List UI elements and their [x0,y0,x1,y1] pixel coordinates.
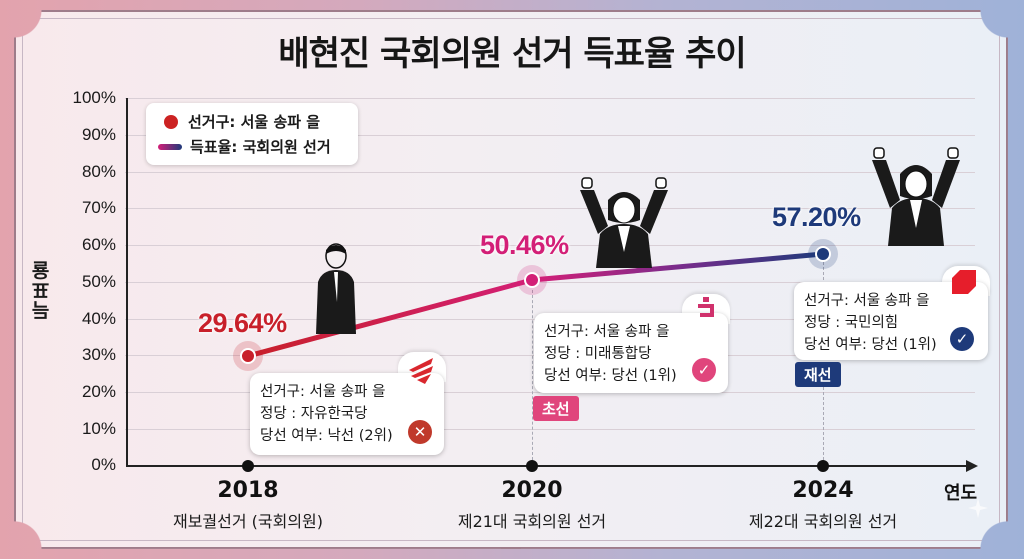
y-axis [126,98,128,467]
card-party: 정당 : 국민의힘 [804,315,899,331]
x-axis-label: 연도 [944,483,978,504]
y-tick: 60% [81,235,116,254]
card-party: 정당 : 자유한국당 [260,406,368,422]
gridline [125,282,975,283]
x-tick-dot [817,460,829,472]
gradient-line-icon [158,143,182,150]
y-tick: 0% [91,455,116,474]
x-axis-arrow-icon [966,460,978,472]
cheering-woman-figure [872,147,960,246]
card-result: 당선 여부: 당선 (1위) [544,368,677,384]
gridline [125,98,975,99]
gridline [125,172,975,173]
data-point-2024[interactable] [808,239,838,269]
check-circle-icon: ✓ [692,358,716,382]
x-tick-2018: 2018 [217,478,279,503]
badge-first-term: 초선 [533,396,579,421]
dejected-man-figure [316,243,356,334]
x-tick-2024: 2024 [792,478,854,503]
united-future-party-logo-icon [698,297,714,317]
cheering-woman-figure [580,177,668,268]
chart-title: 배현진 국회의원 선거 득표율 추이 [278,34,746,74]
y-tick: 10% [81,419,116,438]
x-circle-icon: ✕ [408,420,432,444]
legend-label: 득표율: 국회의원 선거 [190,138,331,156]
x-tick-dot [242,460,254,472]
card-district: 선거구: 서울 송파 을 [260,384,386,400]
x-axis [126,465,970,467]
x-sublabel-2024: 제22대 국회의원 선거 [748,512,898,531]
chart-frame [14,10,1008,549]
badge-second-term: 재선 [795,362,841,387]
card-result: 당선 여부: 당선 (1위) [804,337,937,353]
y-tick: 40% [81,309,116,328]
data-point-2018[interactable] [233,341,263,371]
people-power-party-logo-icon [952,270,976,294]
gridline [125,208,975,209]
value-label-2020: 50.46% [480,230,569,260]
gridline [125,135,975,136]
x-sublabel-2018: 재보궐선거 (국회의원) [172,512,324,531]
gridline [125,245,975,246]
legend: 선거구: 서울 송파 을 득표율: 국회의원 선거 [146,103,358,165]
guide-line [532,290,533,460]
card-district: 선거구: 서울 송파 을 [804,293,930,309]
x-tick-2020: 2020 [501,478,563,503]
value-label-2024: 57.20% [772,202,861,232]
gridline [125,429,975,430]
y-tick: 30% [81,345,116,364]
y-tick: 20% [81,382,116,401]
legend-item-district: 선거구: 서울 송파 을 [158,109,346,134]
guide-line [823,262,824,460]
card-party: 정당 : 미래통합당 [544,346,652,362]
y-tick: 100% [72,88,116,107]
x-tick-dot [526,460,538,472]
liberty-korea-party-logo-icon [409,358,433,384]
value-label-2018: 29.64% [198,308,287,338]
check-circle-icon: ✓ [950,327,974,351]
card-result: 당선 여부: 낙선 (2위) [260,428,393,444]
y-tick: 90% [81,125,116,144]
data-point-2020[interactable] [517,265,547,295]
y-tick: 70% [81,198,116,217]
y-tick: 80% [81,162,116,181]
card-district: 선거구: 서울 송파 을 [544,324,670,340]
x-sublabel-2020: 제21대 국회의원 선거 [457,512,607,531]
legend-item-series: 득표율: 국회의원 선거 [158,134,346,159]
y-tick: 50% [81,272,116,291]
legend-label: 선거구: 서울 송파 을 [188,113,321,131]
red-dot-icon [164,114,178,129]
info-card-2020: 선거구: 서울 송파 을 정당 : 미래통합당 당선 여부: 당선 (1위) [534,313,728,393]
